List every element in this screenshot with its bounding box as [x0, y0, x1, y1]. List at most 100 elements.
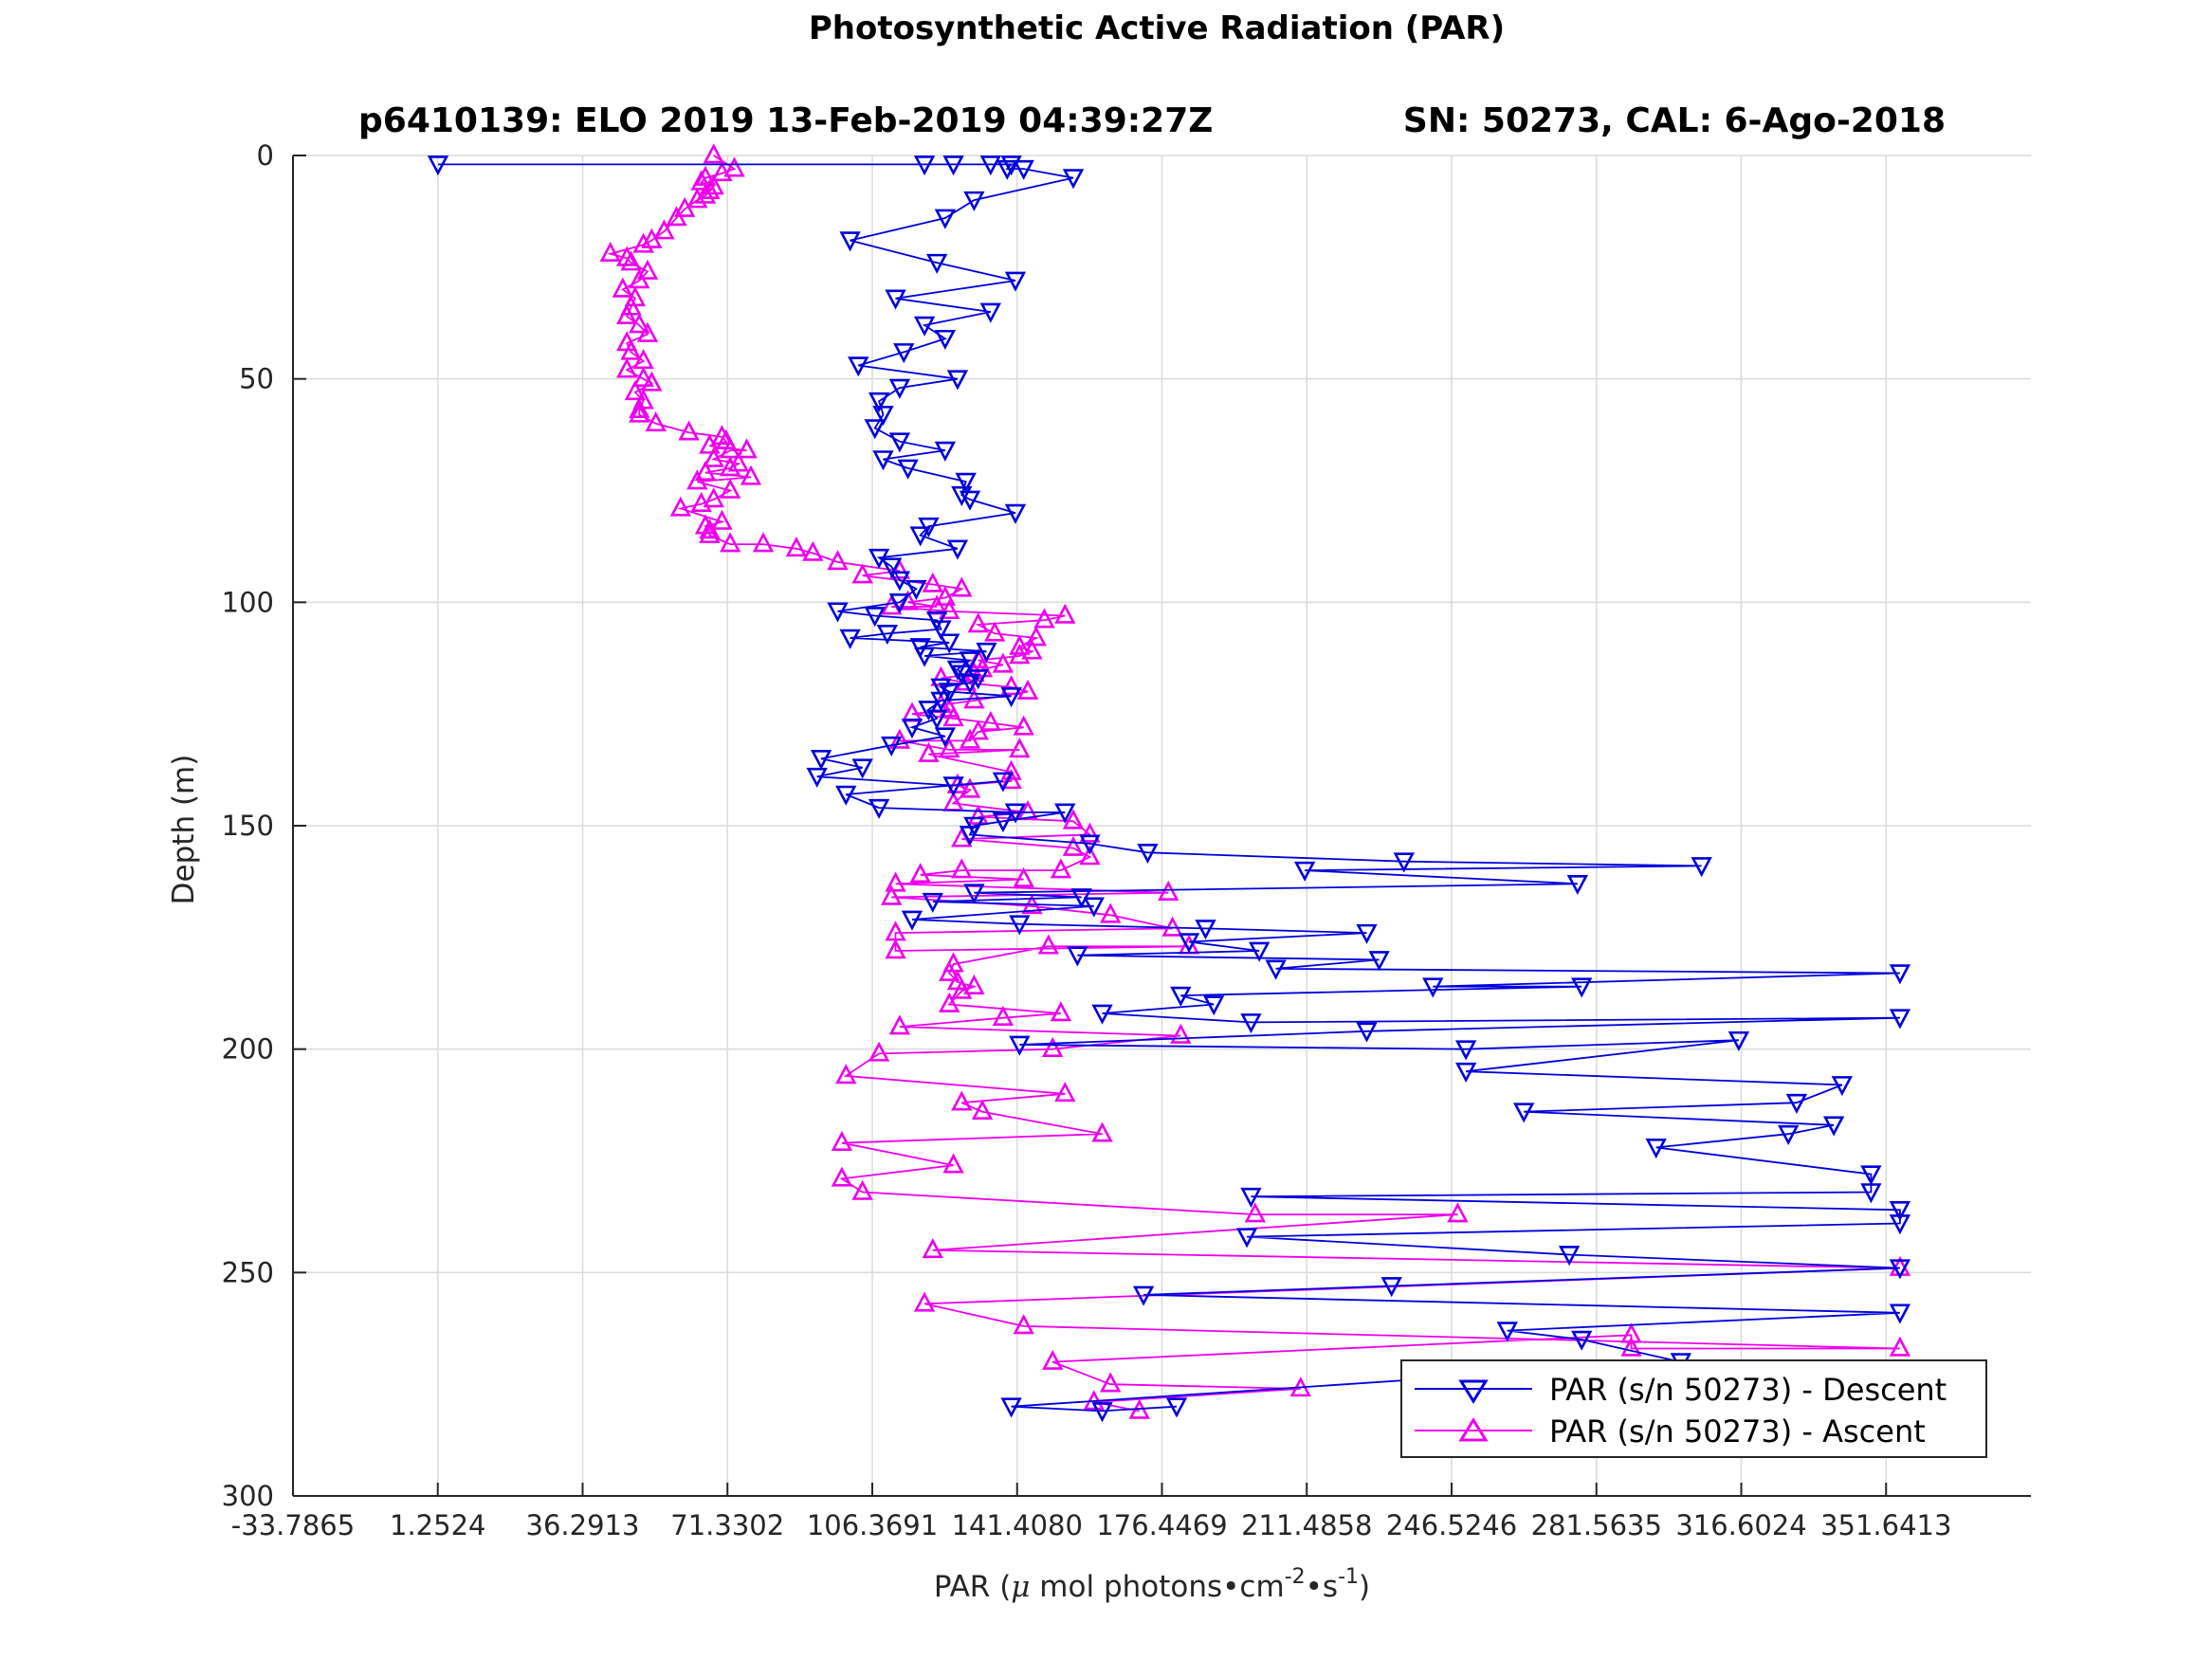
descent-point	[872, 450, 894, 471]
ascent-point	[1050, 1001, 1072, 1022]
descent-point	[939, 633, 960, 654]
descent-point	[1062, 169, 1085, 190]
descent-point	[946, 539, 969, 560]
descent-point	[934, 441, 957, 462]
descent-point	[959, 673, 981, 694]
grid	[292, 155, 2031, 1497]
ascent-point	[694, 460, 717, 481]
ascent-point	[669, 496, 692, 517]
descent-point	[1132, 1285, 1155, 1306]
ascent-point	[636, 259, 659, 280]
descent-point	[881, 557, 903, 578]
legend-ascent-label: PAR (s/n 50273) - Ascent	[1549, 1413, 1926, 1449]
descent-point	[1496, 1322, 1518, 1342]
ascent-point	[967, 804, 989, 825]
ascent-point	[740, 465, 762, 485]
ascent-point	[641, 371, 663, 392]
descent-point	[1356, 923, 1378, 944]
ascent-point	[1091, 1121, 1113, 1142]
descent-point	[913, 316, 936, 337]
ascent-point	[653, 219, 675, 240]
ascent-point	[723, 156, 745, 177]
ascent-point	[992, 652, 1015, 673]
descent-point	[835, 785, 857, 806]
descent-point	[963, 884, 985, 904]
x-tick-label: 141.4080	[952, 1509, 1083, 1541]
y-tick-label: 0	[257, 139, 274, 172]
ascent-point	[736, 438, 758, 459]
descent-point	[1691, 857, 1712, 878]
descent-point	[1091, 1004, 1113, 1025]
descent-point	[806, 767, 828, 788]
descent-point	[885, 289, 906, 310]
ascent-point	[967, 612, 989, 633]
ascent-point	[1042, 1349, 1064, 1370]
ascent-point	[599, 241, 621, 262]
ascent-point	[1021, 639, 1043, 660]
chart-subtitle-left: p6410139: ELO 2019 13-Feb-2019 04:39:27Z	[358, 101, 1213, 140]
descent-point	[1889, 1201, 1911, 1222]
descent-point	[864, 419, 886, 440]
descent-point	[1822, 1116, 1845, 1137]
ascent-point	[616, 246, 638, 266]
descent-point	[979, 155, 1001, 176]
descent-point	[942, 155, 964, 176]
descent-point	[1778, 1124, 1800, 1145]
ascent-point	[951, 858, 973, 879]
ascent-point	[831, 1166, 853, 1187]
ascent-point	[694, 165, 717, 186]
descent-point	[839, 629, 861, 649]
ascent-point	[885, 939, 906, 959]
descent-point	[868, 798, 890, 819]
descent-point	[963, 191, 985, 211]
ascent-point	[939, 992, 960, 1012]
ascent-point	[632, 366, 654, 387]
ascent-point	[612, 277, 633, 298]
descent-point	[864, 607, 886, 628]
descent-point	[1083, 897, 1105, 918]
descent-point	[897, 459, 919, 480]
descent-point	[1566, 874, 1589, 896]
ascent-point	[827, 550, 849, 571]
ascent-point	[1054, 603, 1076, 624]
ascent-point	[711, 425, 733, 446]
descent-point	[1454, 1040, 1477, 1061]
ascent-point	[785, 536, 808, 557]
ascent-point	[951, 576, 973, 597]
descent-point	[934, 727, 957, 748]
ascent-point	[939, 598, 960, 620]
ascent-point	[703, 143, 724, 164]
descent-point	[992, 811, 1015, 833]
descent-point	[1195, 920, 1216, 940]
descent-point	[1889, 1304, 1911, 1324]
ascent-point	[1025, 626, 1047, 647]
y-tick-label: 300	[222, 1480, 274, 1512]
x-tick-label: 351.6413	[1820, 1509, 1951, 1541]
ascent-point	[939, 738, 960, 758]
x-tick-label: 71.3302	[670, 1509, 784, 1541]
descent-point	[934, 209, 957, 229]
descent-point	[930, 678, 952, 699]
descent-point	[1293, 861, 1316, 882]
descent-point	[946, 660, 969, 681]
ascent-point	[942, 952, 964, 973]
plot-area	[427, 143, 1911, 1423]
ascent-point	[922, 1237, 943, 1259]
descent-point	[959, 490, 981, 511]
ascent-point	[1054, 1082, 1076, 1103]
descent-point	[1728, 1030, 1750, 1052]
ascent-point	[645, 411, 667, 432]
descent-point	[1009, 1035, 1031, 1056]
y-tick-label: 200	[222, 1033, 274, 1066]
descent-point	[992, 772, 1015, 793]
descent-point	[427, 155, 449, 176]
ascent-point	[1009, 634, 1031, 655]
descent-point	[888, 571, 911, 592]
ascent-point	[1062, 809, 1085, 830]
descent-point	[1137, 843, 1159, 865]
descent-point	[1513, 1103, 1535, 1123]
descent-point	[913, 155, 936, 176]
descent-point	[1079, 834, 1101, 855]
ascent-point	[939, 697, 960, 718]
